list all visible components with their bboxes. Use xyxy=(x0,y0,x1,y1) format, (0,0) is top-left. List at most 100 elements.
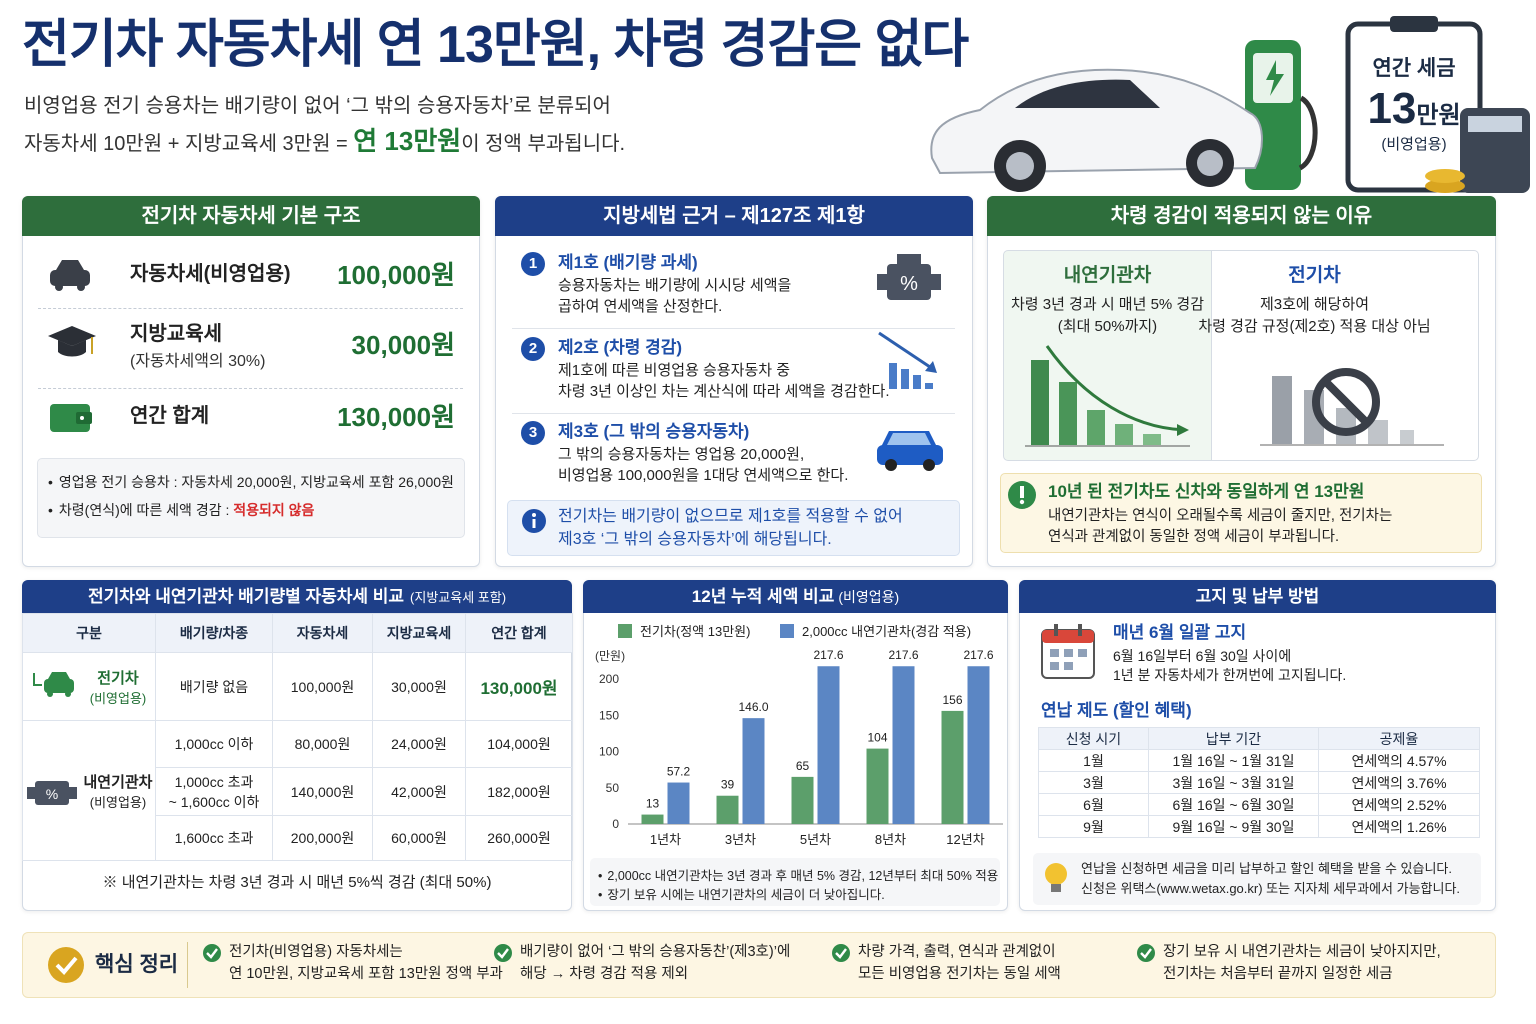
law-title: 제1호 (배기량 과세) xyxy=(558,253,698,272)
note: • 차령(연식)에 따른 세액 경감 : 적용되지 않음 xyxy=(48,500,314,520)
note-text: 영업용 전기 승용차 : 자동차세 20,000원, 지방교육세 포함 26,0… xyxy=(58,474,454,490)
law-icon xyxy=(878,331,937,389)
description-part: 이 정액 부과됩니다. xyxy=(461,133,626,155)
item-icon-part xyxy=(50,270,90,286)
item-label: 자동차세(비영업용) xyxy=(130,263,291,285)
tip-line: 신청은 위택스(www.wetax.go.kr) 또는 지자체 세무과에서 가능… xyxy=(1081,881,1461,896)
check-icon xyxy=(203,944,221,962)
check-icon-part xyxy=(835,948,847,959)
item-icon-part xyxy=(55,283,63,291)
cell: 182,000원 xyxy=(465,767,573,816)
item-icon-part xyxy=(77,283,85,291)
y-tick-label: 0 xyxy=(612,817,619,831)
chart-note-text: 2,000cc 내연기관차는 3년 경과 후 매년 5% 경감, 12년부터 최… xyxy=(607,869,999,883)
item-icon-part xyxy=(56,260,84,270)
header-cell: 공제율 xyxy=(1318,727,1480,750)
summary-line: 장기 보유 시 내연기관차는 세금이 낮아지지만, xyxy=(1163,944,1441,960)
page-title: 전기차 자동차세 연 13만원, 차령 경감은 없다 xyxy=(22,16,969,74)
law-icon-part xyxy=(887,264,931,300)
note-box xyxy=(37,458,465,538)
header-cell: 납부 기간 xyxy=(1148,727,1319,750)
group-label: 전기차 (비영업용) xyxy=(23,667,155,707)
description-part: 자동차세 10만원 + 지방교육세 3만원 = xyxy=(24,133,354,155)
value-label: 13 xyxy=(646,797,660,811)
cell: 연세액의 2.52% xyxy=(1318,793,1480,816)
chart-note: • 2,000cc 내연기관차는 3년 경과 후 매년 5% 경감, 12년부터 … xyxy=(598,865,998,884)
no-decline-graphic-part xyxy=(1400,430,1414,444)
law-icon-part xyxy=(901,369,909,389)
y-axis-label: (만원) xyxy=(595,649,625,663)
cable xyxy=(1298,95,1318,171)
number-circle: 1 xyxy=(521,252,545,276)
y-tick-label: 100 xyxy=(599,745,619,759)
header-cell: 연간 합계 xyxy=(465,613,573,653)
cell: 1,600cc 초과 xyxy=(155,815,273,861)
cell: 6월 16일 ~ 6월 30일 xyxy=(1148,793,1319,816)
law-line: 승용자동차는 배기량에 시시당 세액을 xyxy=(558,277,792,294)
law-line: 차령 3년 이상인 차는 계산식에 따라 세액을 경감한다. xyxy=(558,383,890,400)
item-label: 지방교육세 xyxy=(130,323,222,345)
header-row: 신청 시기 납부 기간 공제율 xyxy=(1038,727,1480,750)
number-circle: 2 xyxy=(521,337,545,361)
item-amount: 30,000원 xyxy=(351,330,455,360)
cell: 80,000원 xyxy=(272,720,373,768)
cell: 9월 16일 ~ 9월 30일 xyxy=(1148,815,1319,838)
info-icon-part xyxy=(532,513,536,517)
bullet: • xyxy=(598,888,603,902)
tip-icon-part xyxy=(1051,884,1061,892)
cell: 1월 16일 ~ 1월 31일 xyxy=(1148,749,1319,772)
group-icon-part: % xyxy=(46,786,58,802)
check-icon xyxy=(494,944,512,962)
group-icon-part xyxy=(35,780,70,805)
decline-graphic-part xyxy=(1087,410,1105,445)
description: 자동차세 10만원 + 지방교육세 3만원 = 연 13만원이 정액 부과됩니다… xyxy=(24,126,625,159)
law-icon-part xyxy=(877,274,887,290)
panel-header: 전기차 자동차세 기본 구조 xyxy=(22,196,480,236)
calendar-icon-part xyxy=(1050,662,1059,670)
bar xyxy=(667,782,690,824)
cell: 60,000원 xyxy=(372,815,466,861)
group-icon-part xyxy=(27,786,36,799)
bar xyxy=(941,710,964,824)
calendar-icon-part xyxy=(1064,649,1073,657)
cell: 42,000원 xyxy=(372,767,466,816)
info-icon xyxy=(522,509,546,533)
check-icon xyxy=(832,944,850,962)
cell: 연세액의 4.57% xyxy=(1318,749,1480,772)
reason-title: 내연기관차 xyxy=(1063,265,1152,286)
divider xyxy=(1211,251,1212,460)
calendar-icon-part xyxy=(1078,649,1087,657)
summary-icon-part xyxy=(55,956,78,975)
notice-line: 6월 16일부터 6월 30일 사이에 xyxy=(1113,648,1292,664)
table-row: 전기차 (비영업용) 배기량 없음 100,000원 30,000원 130,000원 xyxy=(22,652,573,721)
bullet: • xyxy=(48,502,53,518)
item-icon xyxy=(50,404,92,432)
cell: 3월 16일 ~ 3월 31일 xyxy=(1148,771,1319,794)
panel-header: 차령 경감이 적용되지 않는 이유 xyxy=(987,196,1496,236)
law-icon-part xyxy=(913,375,921,389)
title-note: (지방교육세 포함) xyxy=(410,590,507,605)
hub xyxy=(1197,150,1223,176)
decline-graphic-part xyxy=(1177,424,1189,436)
law-icon xyxy=(877,431,943,471)
summary-line: 모든 비영업용 전기차는 동일 세액 xyxy=(858,966,1061,982)
divider xyxy=(38,308,463,309)
panel-header: 전기차와 내연기관차 배기량별 자동차세 비교 (지방교육세 포함) xyxy=(22,580,572,613)
cell: 연세액의 1.26% xyxy=(1318,815,1480,838)
calendar-icon-part xyxy=(1078,624,1082,636)
chart-note-box xyxy=(590,858,1000,906)
law-icon-part xyxy=(923,459,935,471)
law-line: 비영업용 100,000원을 1대당 연세액으로 한다. xyxy=(558,467,849,484)
note: • 영업용 전기 승용차 : 자동차세 20,000원, 지방교육세 포함 26,… xyxy=(48,472,454,492)
tip-icon-part xyxy=(1045,863,1067,885)
no-decline-graphic-part xyxy=(1368,420,1388,444)
summary-line: 연 10만원, 지방교육세 포함 13만원 정액 부과 xyxy=(229,966,503,982)
chart: (만원) 0 50 100 150 200 전기차(정액 13만원) 2,000cc 내연기관… xyxy=(595,624,1003,847)
bolt xyxy=(1266,60,1284,96)
decline-graphic-part xyxy=(1059,382,1077,445)
decline-graphic-part xyxy=(1045,345,1186,432)
note-text: 차령(연식)에 따른 세액 경감 : xyxy=(58,502,234,518)
group-sub: (비영업용) xyxy=(89,794,147,810)
cell: 3월 xyxy=(1038,771,1149,794)
